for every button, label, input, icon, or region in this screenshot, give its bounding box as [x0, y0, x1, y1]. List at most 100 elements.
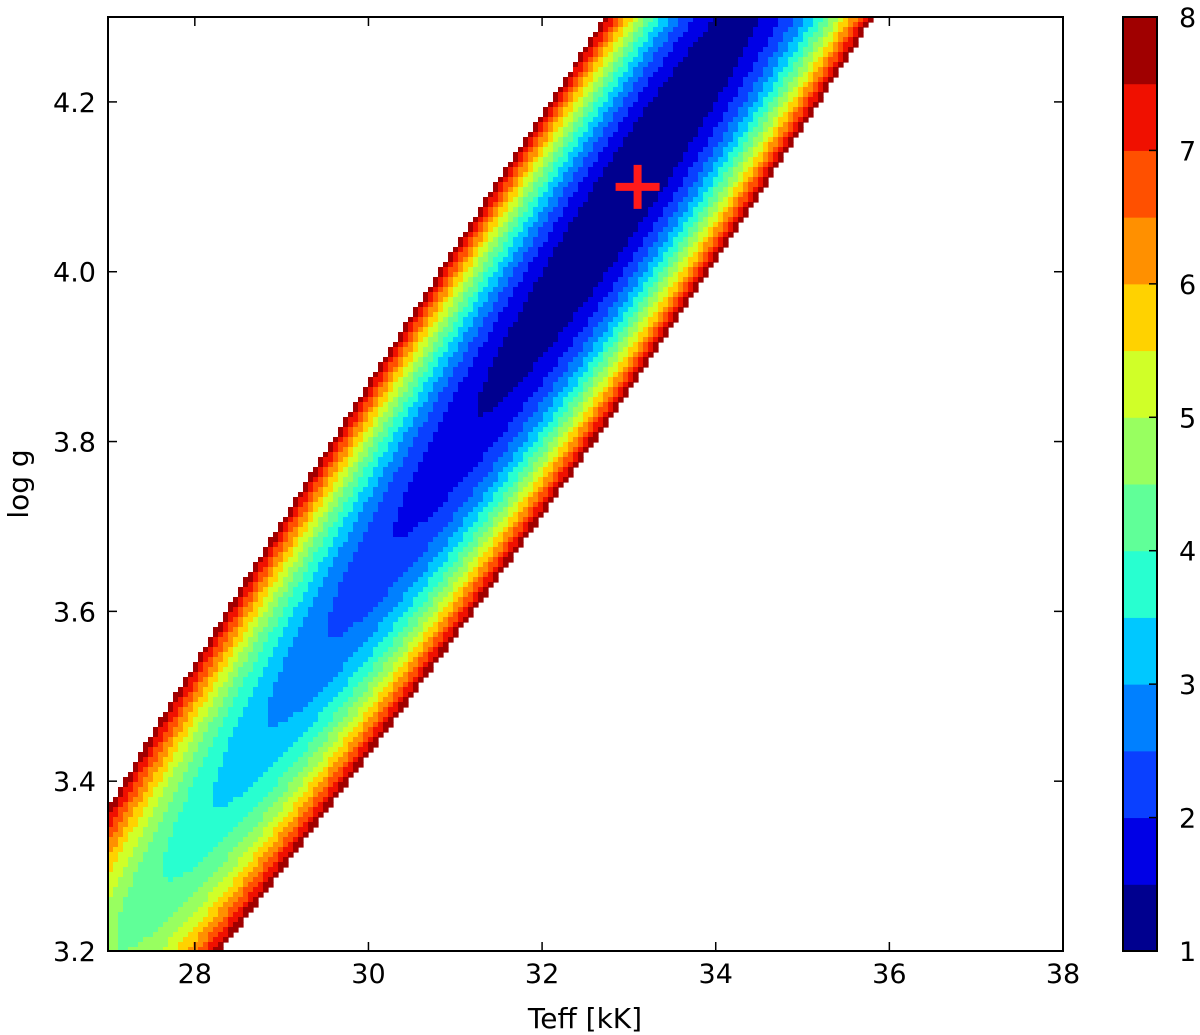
contour-cell [248, 887, 254, 893]
contour-cell [483, 392, 489, 398]
contour-cell [463, 292, 469, 298]
contour-cell [428, 417, 434, 423]
contour-cell [378, 447, 384, 453]
contour-cell [353, 482, 359, 488]
contour-cell [333, 442, 339, 448]
contour-cell [373, 397, 379, 403]
contour-cell [148, 852, 154, 858]
contour-cell [243, 857, 249, 863]
contour-cell [198, 697, 204, 703]
contour-cell [208, 787, 214, 793]
contour-cell [118, 877, 124, 883]
contour-cell [333, 652, 339, 658]
contour-cell [363, 562, 369, 568]
contour-cell [413, 347, 419, 353]
contour-cell [213, 882, 219, 888]
contour-cell [238, 797, 244, 803]
contour-cell [333, 577, 339, 583]
contour-cell [363, 647, 369, 653]
contour-cell [333, 572, 339, 578]
contour-cell [403, 517, 409, 523]
contour-cell [408, 382, 414, 388]
contour-cell [228, 647, 234, 653]
contour-cell [453, 427, 459, 433]
contour-cell [243, 742, 249, 748]
contour-cell [273, 602, 279, 608]
contour-cell [418, 342, 424, 348]
contour-cell [433, 332, 439, 338]
contour-cell [258, 752, 264, 758]
contour-cell [408, 662, 414, 668]
contour-cell [453, 372, 459, 378]
contour-cell [143, 757, 149, 763]
contour-cell [188, 922, 194, 928]
contour-cell [473, 592, 479, 598]
contour-cell [408, 557, 414, 563]
contour-cell [283, 647, 289, 653]
contour-cell [368, 542, 374, 548]
contour-cell [233, 867, 239, 873]
contour-cell [438, 467, 444, 473]
contour-cell [213, 727, 219, 733]
contour-cell [323, 702, 329, 708]
contour-cell [413, 427, 419, 433]
contour-cell [283, 827, 289, 833]
contour-cell [348, 422, 354, 428]
contour-cell [183, 787, 189, 793]
contour-cell [448, 442, 454, 448]
contour-cell [473, 512, 479, 518]
contour-cell [118, 872, 124, 878]
contour-cell [328, 607, 334, 613]
contour-cell [193, 902, 199, 908]
contour-cell [173, 757, 179, 763]
contour-cell [218, 897, 224, 903]
contour-cell [323, 712, 329, 718]
contour-cell [368, 452, 374, 458]
contour-cell [148, 892, 154, 898]
contour-cell [388, 362, 394, 368]
contour-cell [388, 697, 394, 703]
contour-cell [243, 632, 249, 638]
contour-cell [468, 297, 474, 303]
contour-cell [218, 847, 224, 853]
contour-cell [223, 812, 229, 818]
contour-cell [238, 627, 244, 633]
contour-cell [168, 892, 174, 898]
contour-cell [293, 807, 299, 813]
contour-cell [228, 807, 234, 813]
contour-cell [243, 807, 249, 813]
contour-cell [468, 372, 474, 378]
contour-cell [333, 587, 339, 593]
contour-cell [233, 847, 239, 853]
contour-cell [368, 462, 374, 468]
contour-cell [203, 752, 209, 758]
contour-cell [233, 647, 239, 653]
contour-cell [288, 662, 294, 668]
contour-cell [463, 617, 469, 623]
contour-cell [198, 672, 204, 678]
contour-cell [258, 652, 264, 658]
contour-cell [118, 907, 124, 913]
contour-cell [378, 407, 384, 413]
contour-cell [208, 722, 214, 728]
contour-cell [428, 432, 434, 438]
contour-cell [458, 512, 464, 518]
contour-cell [408, 637, 414, 643]
contour-cell [398, 382, 404, 388]
contour-cell [408, 517, 414, 523]
contour-cell [278, 637, 284, 643]
contour-cell [328, 532, 334, 538]
contour-cell [393, 682, 399, 688]
contour-cell [273, 572, 279, 578]
contour-cell [133, 777, 139, 783]
contour-cell [303, 687, 309, 693]
contour-cell [318, 562, 324, 568]
contour-cell [468, 342, 474, 348]
contour-cell [228, 747, 234, 753]
contour-cell [218, 867, 224, 873]
contour-cell [383, 502, 389, 508]
contour-cell [408, 367, 414, 373]
contour-cell [308, 477, 314, 483]
contour-cell [348, 757, 354, 763]
contour-cell [238, 842, 244, 848]
